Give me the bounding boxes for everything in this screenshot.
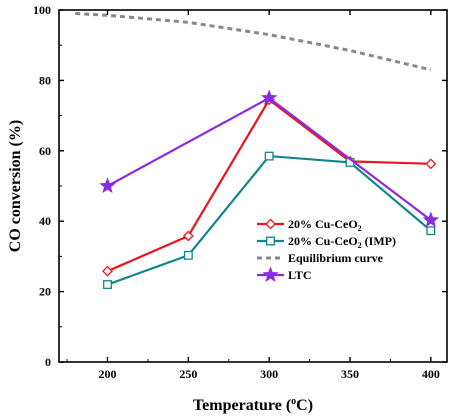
series-3 xyxy=(99,89,440,228)
y-tick-label: 40 xyxy=(39,214,51,228)
legend-label: LTC xyxy=(288,268,312,282)
x-tick-label: 300 xyxy=(260,367,278,381)
legend-label-main: 20% Cu-CeO xyxy=(288,234,358,248)
series-group xyxy=(75,12,440,290)
y-tick-label: 60 xyxy=(39,144,51,158)
data-point xyxy=(260,89,278,105)
data-point xyxy=(103,280,112,290)
x-axis-title-degree: o xyxy=(291,396,296,407)
y-tick-label: 20 xyxy=(39,285,51,299)
legend-label: 20% Cu-CeO2 (IMP) xyxy=(288,234,396,250)
y-tick-label: 0 xyxy=(45,355,51,369)
legend-item: Equilibrium curve xyxy=(257,251,384,265)
legend-label-main: 20% Cu-CeO xyxy=(288,217,358,231)
x-axis-title-unit: C) xyxy=(296,397,313,414)
legend-label-sub: 2 xyxy=(358,241,362,250)
legend-item: LTC xyxy=(257,266,312,282)
legend-label-main: LTC xyxy=(288,268,312,282)
legend-marker xyxy=(265,218,276,230)
legend-label: Equilibrium curve xyxy=(288,251,384,265)
series-2 xyxy=(75,12,432,72)
data-point xyxy=(99,177,116,193)
data-point xyxy=(264,151,274,161)
data-point xyxy=(425,158,437,170)
x-tick-label: 350 xyxy=(341,367,359,381)
y-tick-label: 80 xyxy=(39,73,51,87)
x-tick-label: 200 xyxy=(99,367,117,381)
x-tick-label: 250 xyxy=(179,367,197,381)
data-point xyxy=(422,211,440,228)
x-tick-label: 400 xyxy=(422,367,440,381)
plot-frame xyxy=(58,9,448,363)
x-axis-title-main: Temperature ( xyxy=(193,397,291,414)
legend-item: 20% Cu-CeO2 xyxy=(257,217,362,233)
legend-label-main: Equilibrium curve xyxy=(288,251,384,265)
y-tick-label: 100 xyxy=(33,3,51,17)
axes: 200 250 300 350 400 0 20 40 60 80 100 Temperature (… xyxy=(7,3,447,414)
legend-item: 20% Cu-CeO2 (IMP) xyxy=(257,234,396,250)
legend-label-sub: 2 xyxy=(358,224,362,233)
x-axis-title: Temperature (oC) xyxy=(193,396,313,414)
data-point xyxy=(183,250,193,260)
legend-marker xyxy=(262,266,279,282)
legend-label-tail: (IMP) xyxy=(362,234,396,248)
y-axis-title: CO conversion (%) xyxy=(7,120,24,252)
data-point xyxy=(182,230,194,242)
legend-label: 20% Cu-CeO2 xyxy=(288,217,362,233)
legend-marker xyxy=(266,236,275,246)
plot-area xyxy=(58,9,448,363)
data-point xyxy=(102,265,113,277)
series-line xyxy=(75,12,432,72)
series-1 xyxy=(103,151,436,290)
data-point xyxy=(426,226,436,236)
